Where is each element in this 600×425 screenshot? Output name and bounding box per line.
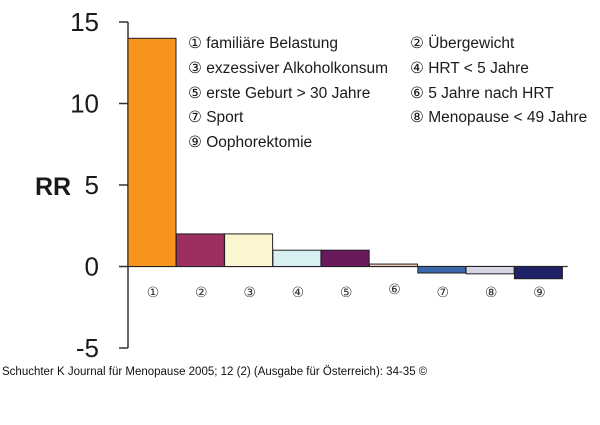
chart-bars <box>127 37 563 280</box>
y-tick-labels: -5 0 5 10 15 <box>70 7 99 363</box>
bar <box>224 233 274 267</box>
source-caption: Schuchter K Journal für Menopause 2005; … <box>2 366 428 378</box>
legend: ① familiäre Belastung ② Übergewicht ③ exze… <box>188 34 587 151</box>
legend-entry: ⑨ Oophorektomie <box>188 134 312 151</box>
legend-entry: ⑧ Menopause < 49 Jahre <box>410 109 587 126</box>
category-label: ⑥ <box>388 282 401 298</box>
category-label: ⑧ <box>485 285 498 301</box>
bar <box>465 266 515 275</box>
legend-entry: ⑥ 5 Jahre nach HRT <box>410 85 554 102</box>
category-label: ① <box>147 285 160 301</box>
category-label: ⑤ <box>340 285 353 301</box>
y-tick-label: -5 <box>76 333 99 363</box>
legend-entry: ④ HRT < 5 Jahre <box>410 60 529 77</box>
y-tick-label: 0 <box>85 252 99 282</box>
y-axis-label: RR <box>35 173 71 201</box>
category-label: ⑦ <box>437 285 450 301</box>
y-tick-label: 15 <box>70 7 99 37</box>
bar <box>272 249 322 267</box>
y-tick-label: 5 <box>85 170 99 200</box>
legend-entry: ⑤ erste Geburt > 30 Jahre <box>188 85 370 102</box>
category-label: ④ <box>292 285 305 301</box>
bar <box>127 37 177 267</box>
bar <box>417 266 467 274</box>
legend-entry: ⑦ Sport <box>188 109 244 126</box>
bar <box>320 249 370 267</box>
y-tick-label: 10 <box>70 89 99 119</box>
legend-entry: ① familiäre Belastung <box>188 35 338 52</box>
category-labels: ① ② ③ ④ ⑤ ⑥ ⑦ ⑧ ⑨ <box>147 282 546 301</box>
bar <box>369 263 418 267</box>
legend-entry: ③ exzessiver Alkoholkonsum <box>188 60 388 77</box>
category-label: ⑨ <box>533 285 546 301</box>
category-label: ③ <box>243 285 256 301</box>
legend-entry: ② Übergewicht <box>410 34 515 52</box>
bar <box>513 266 563 280</box>
category-label: ② <box>195 285 208 301</box>
bar <box>175 233 225 267</box>
